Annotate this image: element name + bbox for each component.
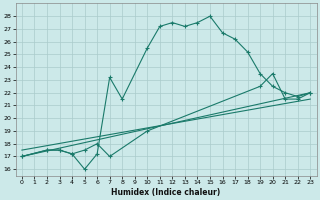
X-axis label: Humidex (Indice chaleur): Humidex (Indice chaleur)	[111, 188, 221, 197]
